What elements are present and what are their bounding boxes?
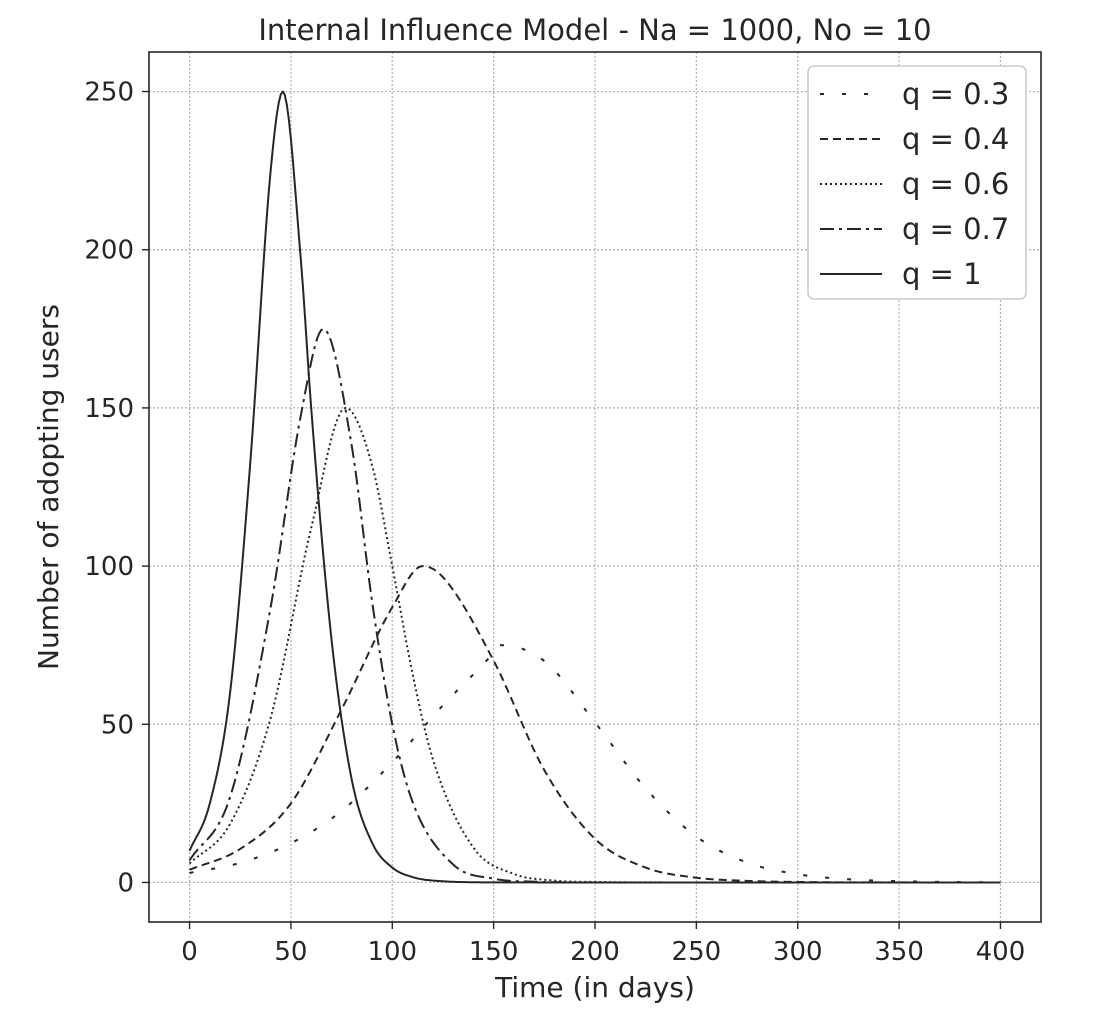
y-tick-label: 0 (117, 868, 134, 898)
legend-label: q = 1 (902, 257, 982, 291)
y-axis-label: Number of adopting users (32, 304, 65, 670)
legend: q = 0.3 q = 0.4 q = 0.6 q = 0.7 q = 1 (807, 65, 1027, 300)
x-tick-label: 300 (773, 937, 823, 967)
ticks: 0 50 100 150 200 250 300 350 400 0 50 100 150 200 250 (84, 78, 1025, 967)
legend-label: q = 0.7 (902, 212, 1009, 246)
x-tick-label: 150 (469, 937, 519, 967)
x-axis-label: Time (in days) (494, 971, 695, 1004)
y-tick-label: 50 (101, 710, 134, 740)
y-tick-label: 200 (84, 236, 134, 266)
series-line-5 (188, 90, 1001, 884)
y-tick-label: 150 (84, 394, 134, 424)
x-tick-label: 50 (274, 937, 307, 967)
plot-frame (148, 51, 1042, 923)
x-tick-label: 0 (181, 937, 198, 967)
legend-label: q = 0.4 (902, 122, 1009, 156)
legend-label: q = 0.3 (902, 77, 1009, 111)
y-tick-label: 250 (84, 78, 134, 108)
plot-series (188, 90, 1001, 884)
x-tick-label: 400 (976, 937, 1026, 967)
chart-title: Internal Influence Model - Na = 1000, No… (258, 13, 931, 47)
x-tick-label: 100 (367, 937, 417, 967)
legend-box (807, 65, 1027, 300)
legend-label: q = 0.6 (902, 167, 1009, 201)
x-tick-label: 200 (570, 937, 620, 967)
y-tick-label: 100 (84, 552, 134, 582)
x-tick-label: 250 (672, 937, 722, 967)
x-tick-label: 350 (874, 937, 924, 967)
